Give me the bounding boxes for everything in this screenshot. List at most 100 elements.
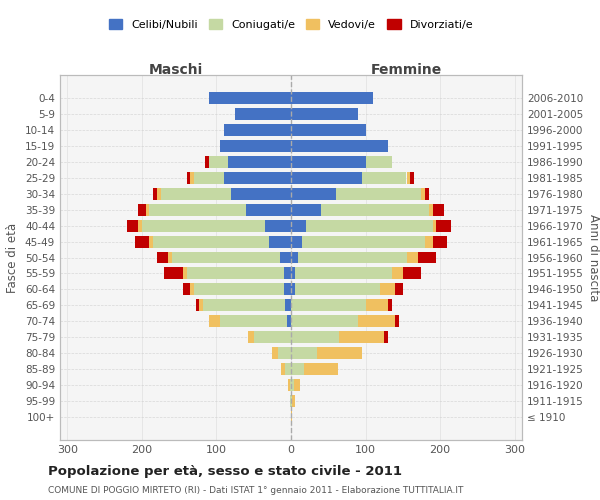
Bar bbox=[321, 204, 429, 216]
Bar bbox=[254, 332, 291, 344]
Text: COMUNE DI POGGIO MIRTETO (RI) - Dati ISTAT 1° gennaio 2011 - Elaborazione TUTTIT: COMUNE DI POGGIO MIRTETO (RI) - Dati IST… bbox=[48, 486, 463, 495]
Bar bbox=[436, 220, 451, 232]
Bar bbox=[291, 380, 294, 392]
Bar bbox=[220, 140, 291, 151]
Bar bbox=[288, 380, 290, 392]
Bar bbox=[172, 252, 280, 264]
Bar bbox=[291, 268, 295, 280]
Bar bbox=[272, 348, 278, 360]
Bar bbox=[317, 348, 362, 360]
Bar bbox=[295, 268, 392, 280]
Bar bbox=[380, 284, 395, 296]
Bar bbox=[284, 284, 291, 296]
Bar bbox=[418, 252, 436, 264]
Bar bbox=[433, 236, 448, 248]
Bar bbox=[395, 316, 399, 328]
Bar bbox=[291, 156, 365, 168]
Bar bbox=[224, 172, 291, 183]
Bar bbox=[291, 108, 358, 120]
Bar bbox=[142, 220, 265, 232]
Bar bbox=[232, 188, 291, 200]
Bar bbox=[365, 156, 392, 168]
Bar bbox=[365, 300, 388, 312]
Bar bbox=[248, 332, 254, 344]
Bar bbox=[340, 332, 384, 344]
Legend: Celibi/Nubili, Coniugati/e, Vedovi/e, Divorziati/e: Celibi/Nubili, Coniugati/e, Vedovi/e, Di… bbox=[104, 15, 478, 34]
Bar bbox=[190, 172, 194, 183]
Bar bbox=[395, 284, 403, 296]
Bar bbox=[235, 108, 291, 120]
Bar bbox=[295, 284, 380, 296]
Bar bbox=[209, 316, 220, 328]
Bar bbox=[433, 204, 444, 216]
Bar bbox=[291, 348, 317, 360]
Bar bbox=[336, 188, 421, 200]
Bar bbox=[425, 188, 429, 200]
Bar bbox=[164, 268, 183, 280]
Bar bbox=[302, 236, 425, 248]
Bar bbox=[199, 300, 203, 312]
Bar bbox=[298, 252, 407, 264]
Bar bbox=[407, 172, 410, 183]
Bar bbox=[209, 92, 291, 104]
Bar bbox=[291, 172, 362, 183]
Bar bbox=[246, 204, 291, 216]
Bar bbox=[429, 204, 433, 216]
Bar bbox=[134, 236, 149, 248]
Bar bbox=[138, 220, 142, 232]
Bar bbox=[149, 236, 153, 248]
Bar bbox=[157, 188, 161, 200]
Bar bbox=[280, 252, 291, 264]
Bar bbox=[291, 284, 295, 296]
Text: Femmine: Femmine bbox=[371, 63, 442, 77]
Bar bbox=[269, 236, 291, 248]
Bar bbox=[285, 364, 291, 376]
Bar bbox=[220, 316, 287, 328]
Bar bbox=[291, 332, 340, 344]
Bar bbox=[149, 204, 246, 216]
Bar bbox=[194, 172, 224, 183]
Bar bbox=[161, 188, 232, 200]
Bar bbox=[287, 316, 291, 328]
Bar bbox=[358, 316, 395, 328]
Bar bbox=[153, 236, 269, 248]
Bar bbox=[384, 332, 388, 344]
Bar bbox=[138, 204, 146, 216]
Bar bbox=[291, 188, 336, 200]
Bar bbox=[153, 188, 157, 200]
Bar bbox=[425, 236, 433, 248]
Bar bbox=[291, 300, 365, 312]
Bar bbox=[433, 220, 436, 232]
Y-axis label: Fasce di età: Fasce di età bbox=[7, 222, 19, 292]
Text: Maschi: Maschi bbox=[148, 63, 203, 77]
Bar bbox=[227, 156, 291, 168]
Bar bbox=[388, 300, 392, 312]
Bar bbox=[168, 252, 172, 264]
Bar bbox=[294, 380, 300, 392]
Bar bbox=[291, 252, 298, 264]
Bar bbox=[292, 396, 295, 407]
Bar bbox=[291, 204, 321, 216]
Bar bbox=[203, 300, 285, 312]
Bar bbox=[209, 156, 227, 168]
Bar bbox=[190, 284, 194, 296]
Bar bbox=[284, 268, 291, 280]
Bar bbox=[421, 188, 425, 200]
Bar bbox=[291, 412, 292, 424]
Bar bbox=[183, 268, 187, 280]
Bar bbox=[187, 172, 190, 183]
Bar bbox=[187, 268, 284, 280]
Bar bbox=[127, 220, 138, 232]
Bar bbox=[291, 236, 302, 248]
Bar bbox=[392, 268, 403, 280]
Bar bbox=[183, 284, 190, 296]
Bar bbox=[290, 396, 291, 407]
Text: Popolazione per età, sesso e stato civile - 2011: Popolazione per età, sesso e stato civil… bbox=[48, 464, 402, 477]
Bar bbox=[291, 364, 304, 376]
Bar bbox=[205, 156, 209, 168]
Bar bbox=[306, 220, 433, 232]
Bar bbox=[291, 316, 358, 328]
Bar bbox=[196, 300, 199, 312]
Bar bbox=[403, 268, 421, 280]
Bar bbox=[410, 172, 414, 183]
